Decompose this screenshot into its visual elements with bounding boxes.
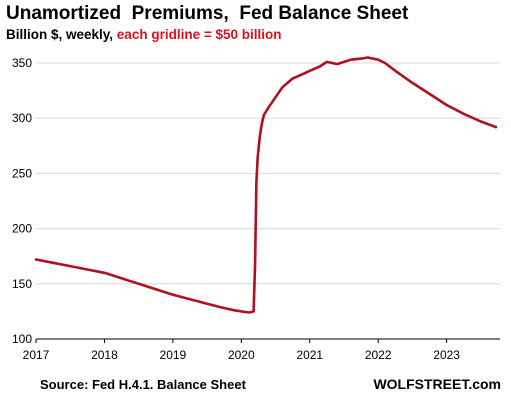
series-layer	[34, 56, 498, 314]
subtitle-text: Billion $, weekly,	[6, 27, 117, 42]
y-tick-label-250: 250	[12, 166, 32, 180]
source-note: Source: Fed H.4.1. Balance Sheet	[40, 377, 246, 392]
x-tick-label-2017: 2017	[23, 348, 50, 362]
subtitle-gridline-note: each gridline = $50 billion	[116, 27, 282, 42]
y-tick-label-300: 300	[12, 111, 32, 125]
x-tick-label-2020: 2020	[228, 348, 255, 362]
brand-logo: WOLFSTREET.com	[373, 376, 501, 392]
x-tick-label-2023: 2023	[433, 348, 460, 362]
tick-layer: 100 150 200 250 300 350 2017 2018 2019 2020 2021 20…	[12, 56, 460, 362]
y-tick-label-200: 200	[12, 222, 32, 236]
grid-layer	[36, 62, 500, 340]
x-tick-label-2021: 2021	[296, 348, 323, 362]
x-tick-label-2019: 2019	[160, 348, 187, 362]
chart-title: Unamortized Premiums, Fed Balance Sheet	[6, 3, 409, 24]
series-line-0	[34, 56, 498, 314]
y-tick-label-350: 350	[12, 56, 32, 70]
x-tick-label-2018: 2018	[91, 348, 118, 362]
x-tick-label-2022: 2022	[365, 348, 392, 362]
chart-subtitle: Billion $, weekly, each gridline = $50 b…	[6, 27, 281, 42]
y-tick-label-150: 150	[12, 277, 32, 291]
y-tick-label-100: 100	[12, 332, 32, 346]
